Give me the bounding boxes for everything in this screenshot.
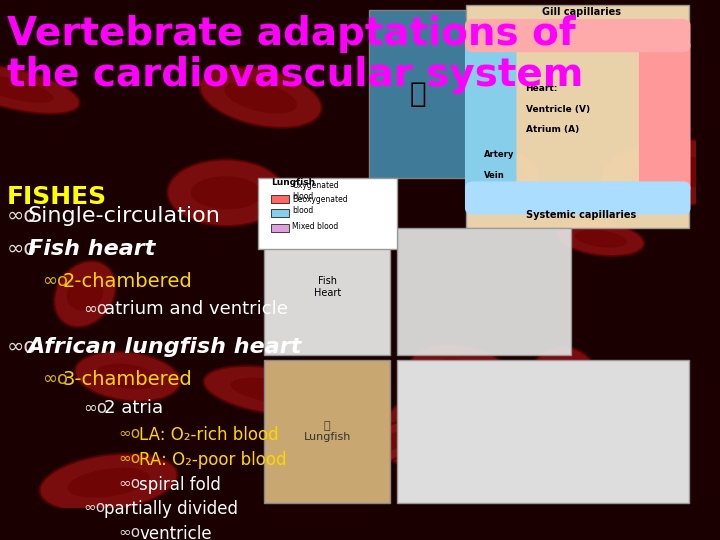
Ellipse shape [521, 406, 554, 438]
Ellipse shape [400, 436, 451, 459]
Text: RA: O₂-poor blood: RA: O₂-poor blood [139, 451, 287, 469]
Text: atrium and ventricle: atrium and ventricle [104, 300, 288, 319]
Ellipse shape [75, 352, 180, 401]
Text: ∞ο: ∞ο [84, 501, 106, 515]
Text: Ventricle (V): Ventricle (V) [526, 105, 590, 114]
Ellipse shape [601, 139, 720, 207]
Text: ∞ο: ∞ο [7, 206, 37, 226]
FancyBboxPatch shape [264, 228, 390, 355]
Ellipse shape [605, 453, 679, 486]
Text: Artery: Artery [484, 150, 514, 159]
FancyBboxPatch shape [467, 5, 689, 228]
Text: ∞ο: ∞ο [42, 272, 68, 289]
Ellipse shape [191, 176, 261, 210]
Text: LA: O₂-rich blood: LA: O₂-rich blood [139, 426, 279, 444]
Text: African lungfish heart: African lungfish heart [28, 338, 302, 357]
FancyBboxPatch shape [264, 361, 390, 503]
Text: FISHES: FISHES [7, 185, 107, 210]
Text: ∞ο: ∞ο [84, 400, 107, 417]
FancyBboxPatch shape [397, 361, 689, 503]
FancyBboxPatch shape [640, 40, 689, 193]
Ellipse shape [489, 163, 526, 186]
Ellipse shape [342, 431, 413, 463]
Ellipse shape [0, 76, 53, 103]
Ellipse shape [68, 468, 150, 497]
Bar [271, 208, 289, 217]
Ellipse shape [530, 347, 595, 406]
Ellipse shape [517, 406, 576, 437]
Ellipse shape [225, 82, 297, 113]
Text: Deoxygenated
blood: Deoxygenated blood [292, 195, 348, 215]
Ellipse shape [230, 377, 310, 403]
Text: 2-chambered: 2-chambered [63, 272, 192, 291]
Ellipse shape [168, 160, 285, 226]
Ellipse shape [631, 156, 719, 190]
Ellipse shape [384, 425, 468, 470]
Ellipse shape [204, 366, 338, 415]
Text: ventricle: ventricle [139, 525, 212, 540]
Text: Mixed blood: Mixed blood [292, 222, 338, 231]
Text: ∞ο: ∞ο [118, 476, 140, 491]
Text: Lungfish: Lungfish [271, 178, 315, 187]
Ellipse shape [403, 417, 443, 451]
Text: ∞ο: ∞ο [84, 300, 107, 319]
FancyBboxPatch shape [467, 183, 689, 213]
Text: 2 atria: 2 atria [104, 400, 163, 417]
Text: Fish heart: Fish heart [28, 239, 156, 259]
Ellipse shape [543, 362, 582, 391]
Text: Systemic capillaries: Systemic capillaries [526, 210, 636, 220]
Text: ∞ο: ∞ο [7, 239, 37, 259]
Ellipse shape [619, 461, 664, 478]
Text: Atrium (A): Atrium (A) [526, 125, 579, 134]
Ellipse shape [557, 221, 644, 256]
FancyBboxPatch shape [369, 10, 467, 178]
Ellipse shape [575, 230, 626, 248]
Bar [271, 195, 289, 203]
Text: ∞ο: ∞ο [118, 451, 140, 466]
FancyBboxPatch shape [397, 228, 571, 355]
Text: Vein: Vein [484, 171, 505, 180]
Text: 🐟
Lungfish: 🐟 Lungfish [303, 421, 351, 442]
Text: ∞ο: ∞ο [118, 525, 140, 540]
Ellipse shape [200, 67, 322, 128]
Ellipse shape [0, 64, 79, 114]
Text: Single-circulation: Single-circulation [28, 206, 221, 226]
Text: Heart:: Heart: [526, 84, 558, 93]
Bar [271, 224, 289, 232]
FancyBboxPatch shape [258, 178, 397, 249]
Text: Gill capillaries: Gill capillaries [541, 7, 621, 17]
Text: ∞ο: ∞ο [118, 426, 140, 441]
Text: spiral fold: spiral fold [139, 476, 221, 494]
Ellipse shape [508, 390, 567, 453]
FancyBboxPatch shape [467, 40, 515, 193]
Ellipse shape [96, 363, 159, 389]
Text: 3-chambered: 3-chambered [63, 370, 192, 389]
Ellipse shape [431, 359, 492, 388]
FancyBboxPatch shape [467, 21, 689, 51]
Ellipse shape [318, 419, 437, 475]
Ellipse shape [40, 454, 177, 511]
Ellipse shape [476, 152, 539, 198]
Text: ∞ο: ∞ο [42, 370, 68, 388]
Text: Oxygenated
blood: Oxygenated blood [292, 181, 339, 200]
Text: Vertebrate adaptations of
the cardiovascular system: Vertebrate adaptations of the cardiovasc… [7, 15, 583, 94]
Text: 🐟: 🐟 [409, 80, 426, 108]
Text: partially divided: partially divided [104, 501, 238, 518]
Ellipse shape [387, 402, 458, 467]
Ellipse shape [410, 345, 513, 401]
Text: ∞ο: ∞ο [7, 338, 37, 357]
Ellipse shape [54, 261, 116, 327]
Ellipse shape [497, 392, 597, 451]
Text: Fish
Heart: Fish Heart [313, 276, 341, 298]
Ellipse shape [67, 278, 103, 310]
